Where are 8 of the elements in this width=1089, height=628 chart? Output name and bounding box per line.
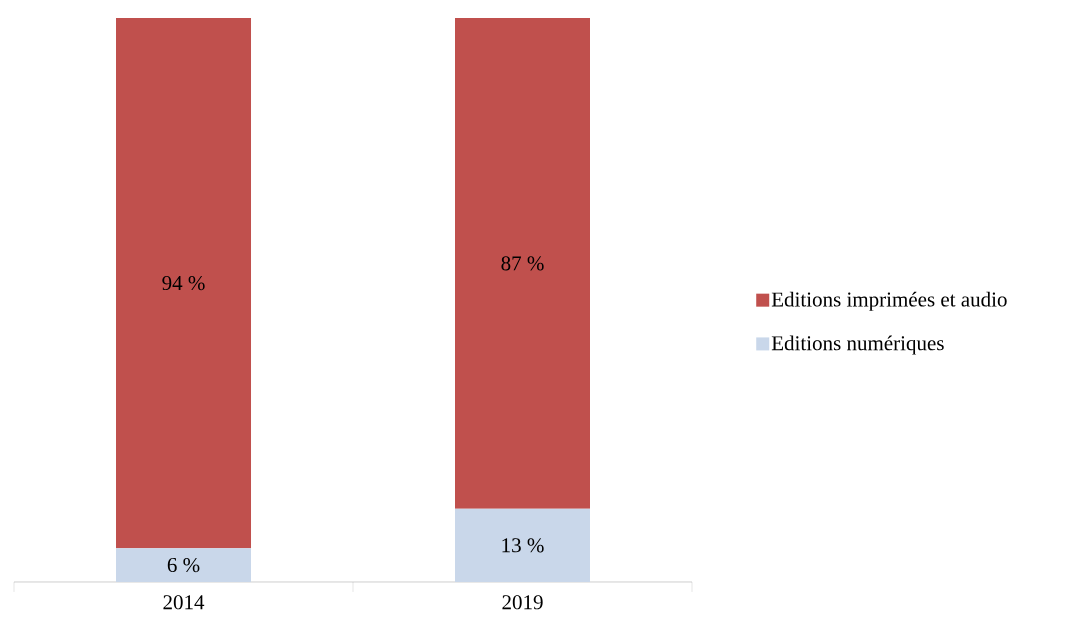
data-label: 6 %: [167, 557, 200, 573]
x-tick-label: 2019: [502, 595, 543, 610]
x-tick-label: 2014: [163, 595, 205, 610]
legend-label: Editions numériques: [771, 335, 944, 355]
legend-label: Editions imprimées et audio: [771, 291, 1007, 311]
data-label: 94 %: [162, 275, 205, 291]
data-label: 13 %: [502, 538, 544, 553]
data-label: 87 %: [501, 256, 544, 271]
